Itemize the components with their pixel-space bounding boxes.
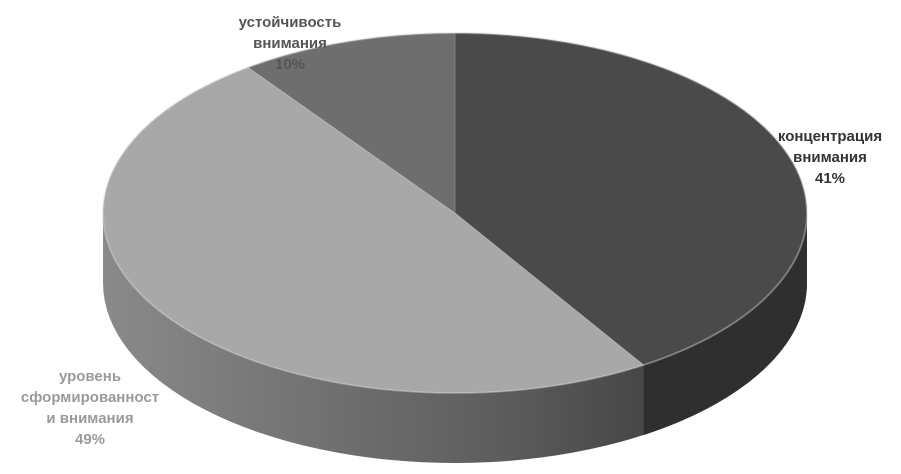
pie-side-wall-slice-0 — [643, 213, 807, 435]
slice-name-line: внимания — [793, 149, 867, 166]
pie-slice-2 — [247, 32, 456, 214]
pie-side-walls — [103, 213, 807, 463]
slice-name-line: устойчивость — [238, 14, 342, 31]
slice-label-formation-level: уровень сформированност и внимания 49% — [0, 366, 180, 450]
slice-label-concentration: концентрация внимания 41% — [760, 126, 900, 189]
slice-value-label: 10% — [274, 56, 306, 73]
pie-slice-0 — [454, 32, 808, 366]
pie-top-faces — [102, 32, 808, 394]
slice-label-stability: устойчивость внимания 10% — [220, 12, 360, 75]
slice-name-line: и внимания — [46, 410, 134, 427]
pie-rim — [102, 32, 808, 394]
slice-name-line: концентрация — [777, 128, 883, 145]
pie-side-wall — [103, 213, 807, 463]
slice-value-label: 49% — [74, 431, 106, 448]
slice-name-line: внимания — [253, 35, 327, 52]
slice-name-line: уровень — [58, 368, 122, 385]
pie-slice-1 — [102, 66, 645, 394]
slice-name-line: сформированност — [20, 389, 160, 406]
slice-value-label: 41% — [814, 170, 846, 187]
